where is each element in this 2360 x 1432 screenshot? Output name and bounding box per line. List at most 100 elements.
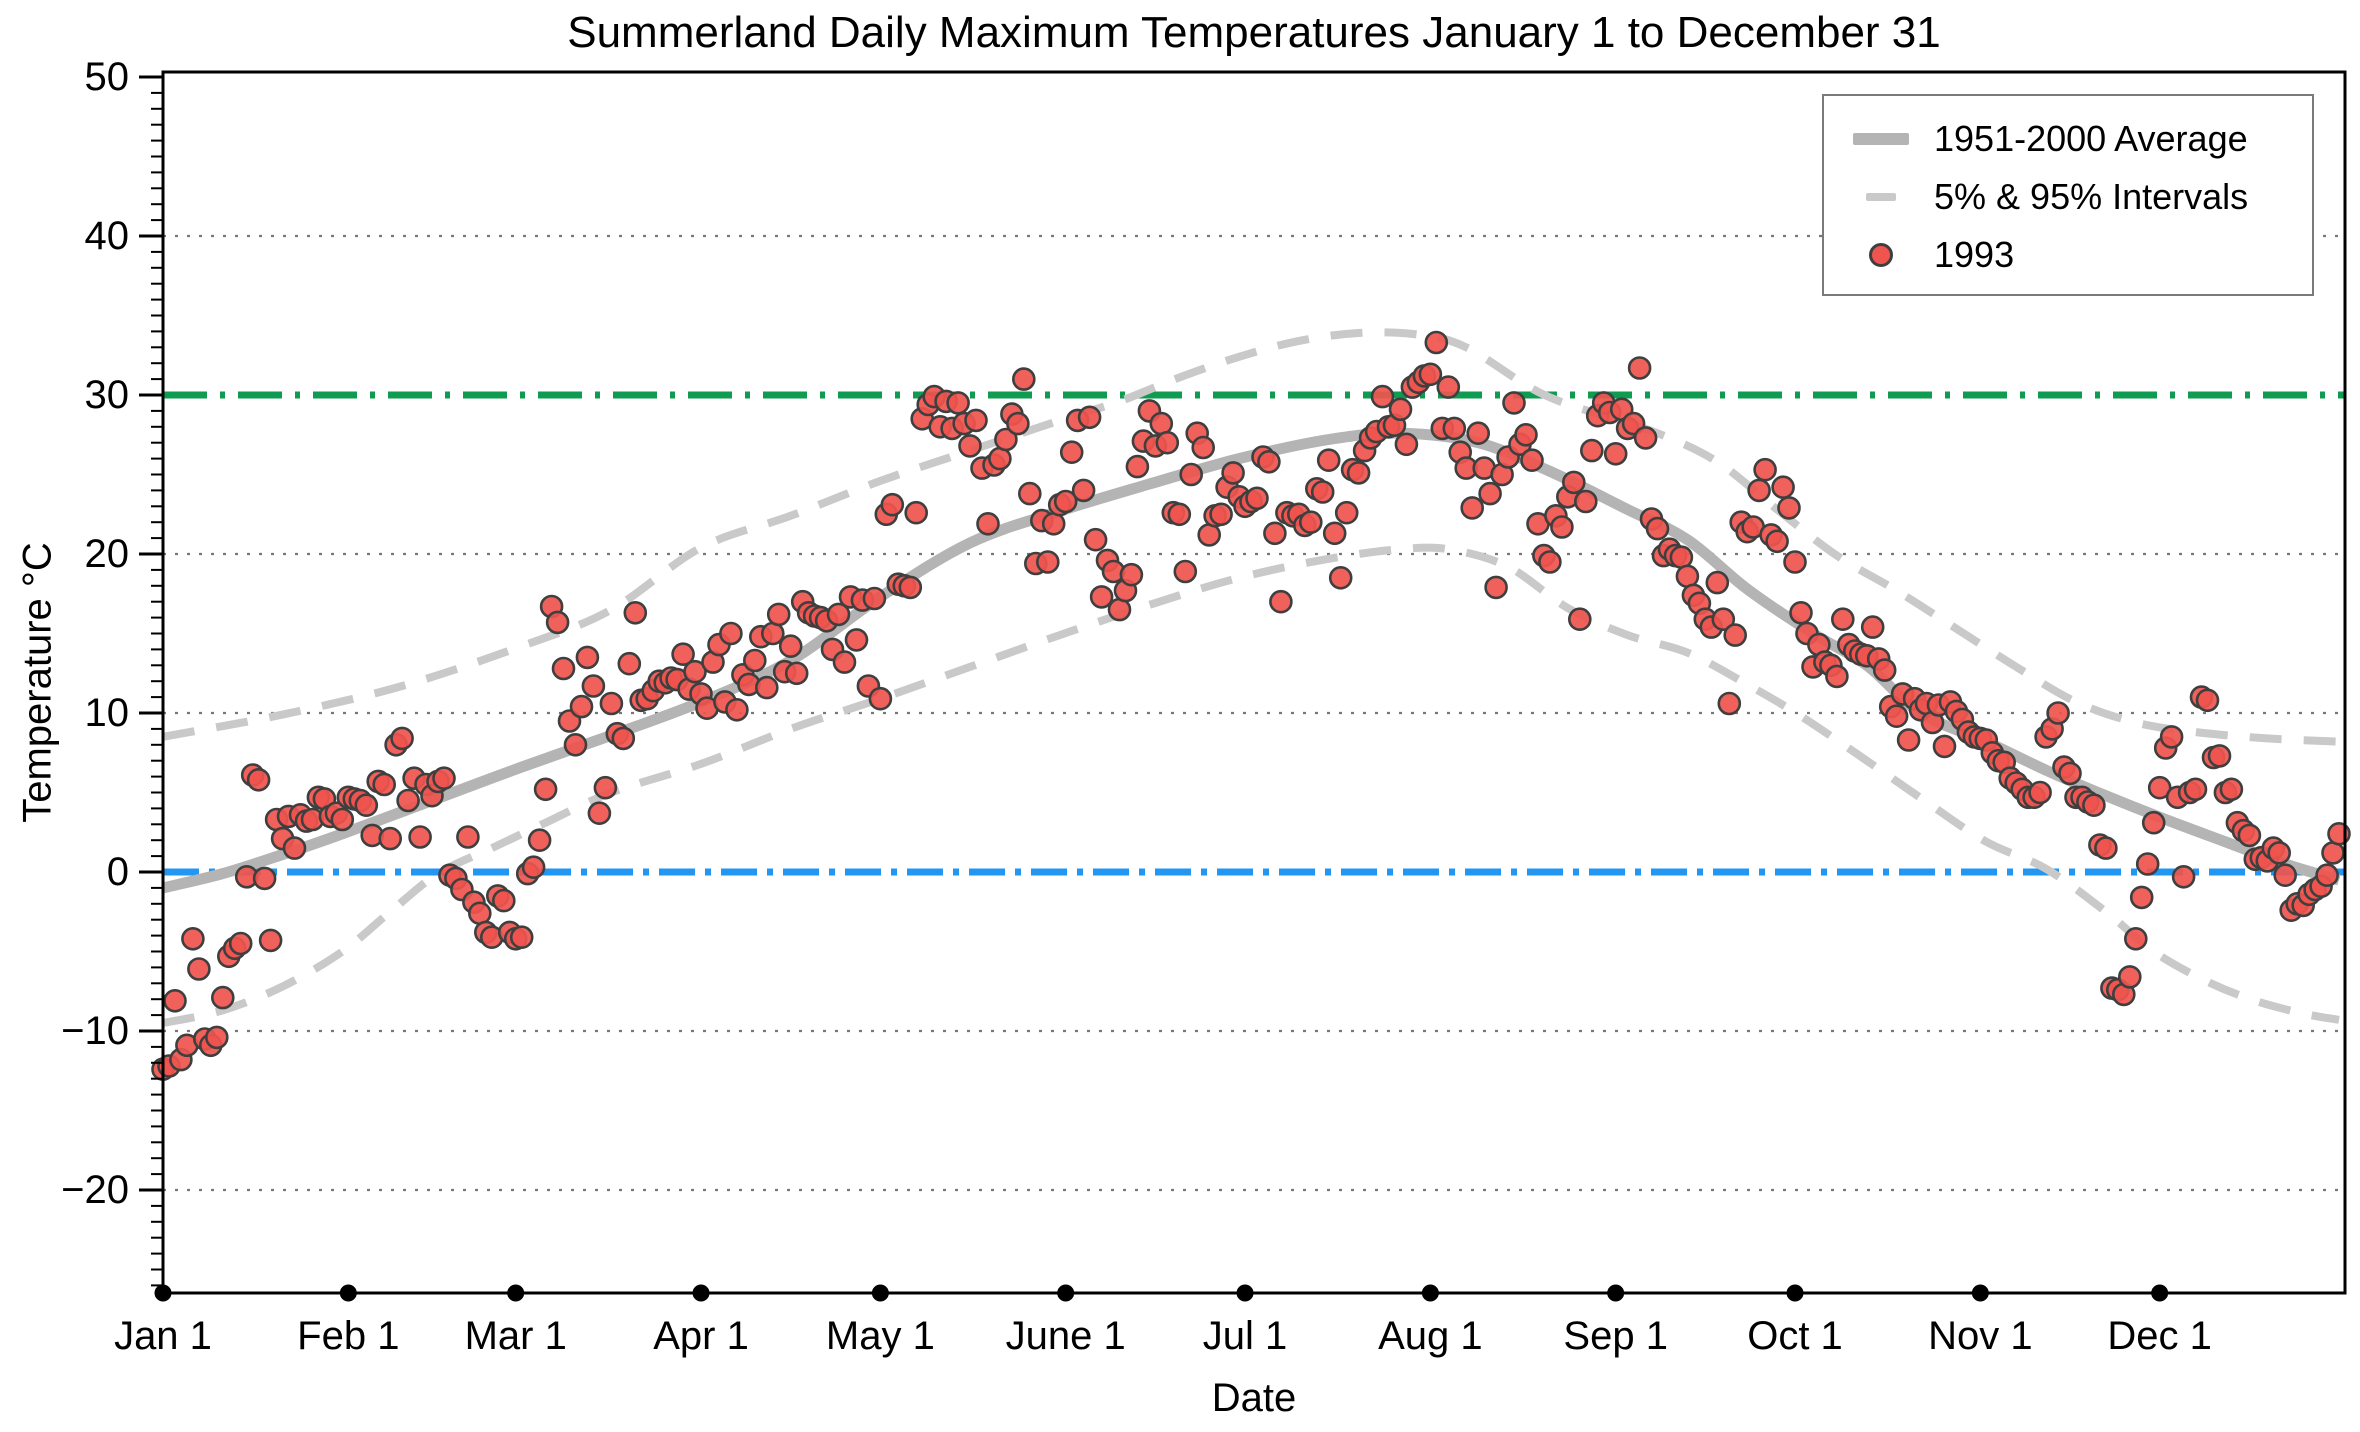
legend-item-average: 1951-2000 Average [1842, 110, 2302, 168]
data-point [1334, 500, 1359, 525]
upper-95-interval-curve [162, 328, 2340, 746]
data-point [754, 675, 779, 700]
x-tick-label: May 1 [826, 1314, 935, 1358]
x-axis-label: Date [1211, 1376, 1297, 1420]
lower-5-interval-curve [162, 543, 2340, 1027]
data-point [2129, 885, 2154, 910]
data-point [545, 610, 570, 635]
data-point [211, 985, 235, 1010]
data-point [1173, 559, 1198, 584]
data-point [1771, 475, 1795, 500]
data-point [683, 659, 707, 684]
data-point [1568, 607, 1592, 632]
data-point [1711, 607, 1736, 632]
data-point [1831, 607, 1855, 632]
data-point [1299, 510, 1323, 535]
month-tick-dot [2151, 1284, 2169, 1302]
x-tick-label: Jul 1 [1203, 1314, 1288, 1358]
interval-dash-swatch [1842, 193, 1920, 201]
data-point [1036, 550, 1060, 574]
data-point [569, 694, 594, 719]
data-point [527, 828, 552, 853]
data-point [2267, 841, 2291, 865]
data-point [1580, 438, 1604, 463]
data-point [844, 628, 869, 652]
data-point [2058, 761, 2082, 786]
data-point [1269, 589, 1293, 614]
data-point [946, 391, 970, 415]
data-point [904, 500, 929, 525]
legend-item-label: 1993 [1934, 234, 2015, 275]
data-point [1603, 441, 1628, 466]
data-point [1502, 391, 1526, 415]
data-point [2118, 965, 2142, 989]
data-point [408, 825, 432, 849]
data-point [1011, 367, 1036, 391]
data-point [467, 901, 492, 926]
data-point [1125, 454, 1150, 479]
y-tick-label: 10 [85, 691, 130, 735]
data-point [2315, 863, 2339, 888]
data-point [1089, 585, 1114, 609]
data-point [1077, 405, 1102, 430]
data-point [563, 732, 588, 757]
data-point [1197, 523, 1221, 547]
data-point [1460, 496, 1484, 520]
legend-item-intervals: 5% & 95% Intervals [1842, 168, 2302, 226]
data-point [1346, 461, 1371, 485]
month-tick-dot [1971, 1284, 1989, 1302]
data-point [1705, 570, 1730, 595]
data-point [2195, 688, 2220, 713]
data-point [994, 427, 1018, 452]
data-point [228, 931, 253, 956]
month-tick-dot [154, 1284, 172, 1302]
data-point [1006, 411, 1030, 436]
data-point [778, 634, 803, 659]
data-point [354, 793, 379, 818]
data-point [617, 651, 642, 676]
data-point [1753, 457, 1777, 482]
average-curve [161, 427, 2341, 894]
data-point [1071, 478, 1096, 503]
data-point [1520, 448, 1544, 473]
plot-border [161, 70, 2347, 1295]
scatter-dot-swatch [1842, 243, 1920, 267]
data-point [742, 648, 767, 673]
data-point [1633, 426, 1658, 450]
data-point [1484, 575, 1508, 600]
data-point [1263, 521, 1287, 546]
data-point [181, 926, 205, 951]
data-point [832, 650, 857, 674]
data-point [1538, 550, 1562, 574]
data-point [611, 726, 636, 751]
data-point [581, 674, 606, 698]
data-point [372, 772, 397, 797]
data-point [1932, 734, 1957, 759]
data-point [1119, 562, 1144, 587]
data-point [2135, 852, 2160, 876]
month-tick-dot [871, 1284, 889, 1302]
average-line-swatch [1842, 133, 1920, 145]
x-tick-label: Apr 1 [653, 1314, 749, 1358]
data-point [2273, 863, 2297, 888]
data-point [1257, 449, 1281, 474]
month-tick-dot [1421, 1284, 1439, 1302]
y-tick-label: 20 [85, 532, 130, 576]
data-point [1747, 478, 1771, 503]
month-tick-dot [1236, 1284, 1254, 1302]
data-point [282, 836, 307, 860]
data-point [2094, 836, 2118, 860]
data-point [1310, 480, 1335, 504]
data-point [1328, 565, 1353, 590]
data-point [964, 408, 988, 433]
data-point [509, 925, 534, 950]
data-point [491, 888, 516, 913]
data-point [623, 600, 648, 625]
data-point [1777, 496, 1801, 520]
data-point [1627, 356, 1652, 380]
data-point [958, 434, 982, 458]
data-point [868, 686, 893, 711]
data-point [378, 826, 403, 851]
